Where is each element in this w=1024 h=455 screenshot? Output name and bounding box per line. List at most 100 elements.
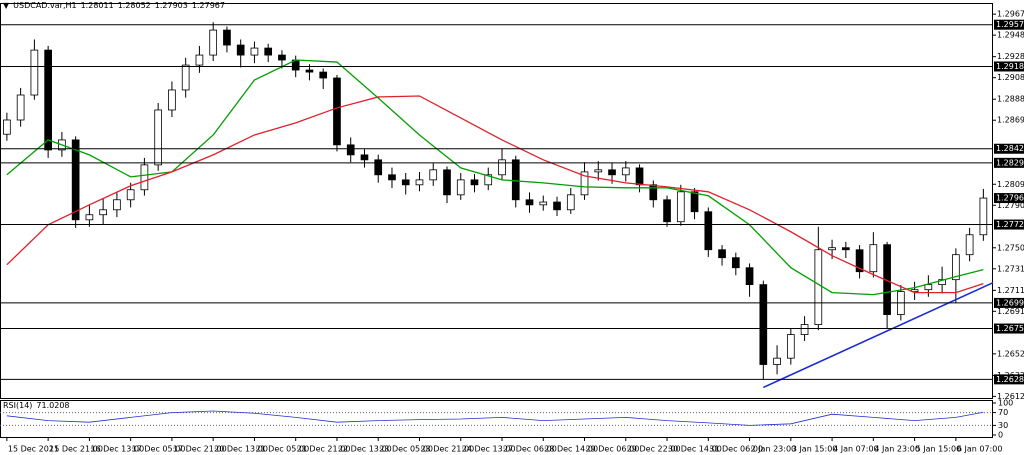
candle-body (828, 247, 836, 251)
rsi-tick-label: 0 (998, 431, 1003, 440)
y-tick-label: 1.27110 (997, 286, 1024, 295)
quote-low: 1.27903 (154, 1, 188, 10)
candle-body (814, 249, 823, 325)
candle-body (855, 249, 864, 273)
x-tick-label: 28 Dec 14:00 (544, 445, 598, 454)
y-tick-label: 1.29085 (997, 73, 1024, 82)
candle-body (649, 184, 658, 201)
candle-body (346, 144, 355, 156)
rsi-header: RSI(14) 71.0208 (3, 401, 70, 411)
level-label: 1.26993 (996, 298, 1024, 307)
x-tick-label: 23 Dec 05:00 (379, 445, 433, 454)
level-label: 1.29189 (996, 62, 1024, 71)
x-tick-label: 16 Dec 13:00 (90, 445, 144, 454)
quote-open: 1.28011 (80, 1, 114, 10)
y-tick-label: 1.29675 (997, 10, 1024, 19)
x-tick-label: 23 Dec 21:00 (420, 445, 474, 454)
candle-body (456, 179, 465, 196)
level-label-bg (994, 219, 1024, 230)
rsi-tick-label: 70 (998, 408, 1008, 417)
candle-body (498, 159, 506, 176)
candle-body (965, 234, 974, 256)
x-tick-label: 5 Jan 15:00 (916, 445, 962, 454)
candle-body (525, 199, 534, 206)
candle-body (594, 169, 603, 173)
y-tick-label: 1.27310 (997, 264, 1024, 273)
rsi-value: 71.0208 (36, 401, 70, 410)
x-tick-label: 29 Dec 06:00 (586, 445, 640, 454)
candle-body (676, 191, 685, 223)
candle-body (209, 29, 218, 56)
y-tick-label: 1.26915 (997, 307, 1024, 316)
candle-body (71, 139, 80, 221)
rsi-tick-label: 100 (998, 399, 1013, 408)
rsi-frame (0, 400, 993, 438)
rsi-title: RSI(14) (3, 401, 33, 410)
trendline (762, 281, 994, 389)
x-tick-label: 17 Dec 05:00 (132, 445, 186, 454)
candle-body (608, 169, 616, 176)
candle-body (979, 197, 988, 236)
y-tick-label: 1.26520 (997, 349, 1024, 358)
candle-body (539, 201, 548, 206)
candle-body (869, 244, 878, 273)
candle-body (3, 119, 11, 135)
candle-body (305, 69, 314, 73)
candle-body (731, 257, 740, 269)
y-tick-label: 1.28690 (997, 116, 1024, 125)
candle-body (415, 179, 424, 186)
rsi-line (6, 410, 984, 426)
candle-body (429, 169, 438, 181)
level-label-bg (994, 19, 1024, 30)
x-tick-label: 31 Dec 06:00 (709, 445, 763, 454)
candle-body (250, 47, 259, 56)
candle-body (181, 64, 190, 91)
x-tick-label: 22 Dec 13:00 (338, 445, 392, 454)
candle-body (566, 194, 575, 211)
candle-body (773, 357, 781, 365)
candle-body (484, 174, 493, 186)
candle-body (44, 49, 52, 151)
candle-body (580, 171, 589, 196)
x-tick-label: 27 Dec 06:00 (503, 445, 557, 454)
candle-body (924, 284, 933, 291)
candle-body (841, 247, 850, 251)
candle-body (690, 191, 699, 213)
candle-body (800, 324, 809, 335)
x-tick-label: 6 Jan 07:00 (957, 445, 1003, 454)
candle-body (360, 154, 369, 161)
candle-body (319, 71, 328, 79)
candle-body (663, 199, 671, 223)
level-label: 1.29577 (996, 20, 1024, 29)
x-tick-label: 15 Dec 2021 (8, 445, 59, 454)
candle-body (635, 167, 644, 186)
candle-body (168, 89, 176, 111)
x-tick-label: 15 Dec 21:00 (49, 445, 103, 454)
x-tick-label: 2 Jan 23:00 (751, 445, 797, 454)
candle-body (553, 201, 561, 211)
level-label-bg (994, 143, 1024, 154)
candle-body (236, 44, 245, 56)
candle-body (374, 159, 383, 176)
candle-body (30, 49, 39, 96)
chart-header: ▼ USDCAD.var,H1 1.28011 1.28052 1.27903 … (3, 1, 225, 11)
quote-close: 1.27967 (191, 1, 225, 10)
candle-body (388, 174, 396, 181)
candle-body (16, 94, 25, 121)
candle-body (704, 211, 713, 251)
y-tick-label: 1.26125 (997, 392, 1024, 401)
quote-high: 1.28052 (117, 1, 151, 10)
candle-body (443, 169, 451, 196)
x-tick-label: 17 Dec 21:00 (173, 445, 227, 454)
x-tick-label: 20 Dec 13:00 (214, 445, 268, 454)
y-tick-label: 1.29480 (997, 31, 1024, 40)
y-tick-label: 1.29280 (997, 52, 1024, 61)
candle-body (745, 267, 754, 286)
candle-body (470, 179, 479, 186)
menu-arrow[interactable]: ▼ (3, 1, 10, 10)
moving-average (6, 95, 984, 294)
candle-body (333, 77, 341, 146)
